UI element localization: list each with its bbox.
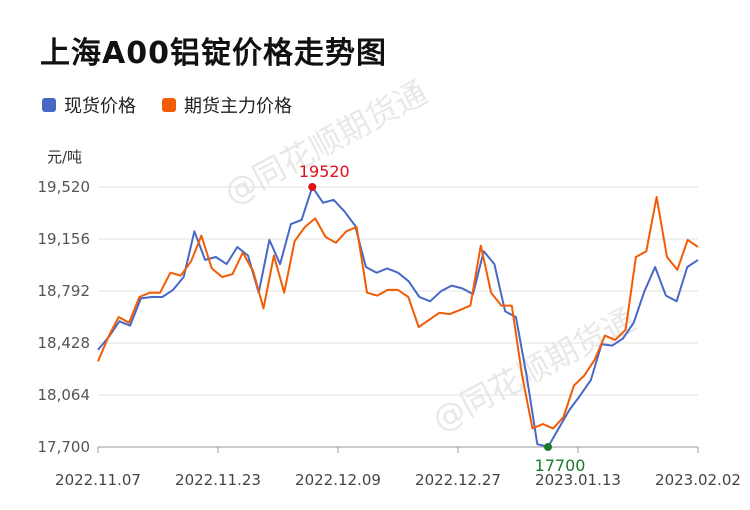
series-line-futures xyxy=(97,196,699,430)
min-point-label: 17700 xyxy=(535,456,586,475)
y-tick-label: 19,156 xyxy=(38,230,91,248)
legend-swatch-spot xyxy=(42,98,56,112)
max-point-label: 19520 xyxy=(299,162,350,181)
y-tick-label: 18,792 xyxy=(38,282,91,300)
legend: 现货价格 期货主力价格 xyxy=(42,92,318,118)
max-point-marker xyxy=(308,183,317,191)
watermark: @同花顺期货通 xyxy=(218,73,434,212)
x-tick-label: 2023.01.13 xyxy=(535,471,621,489)
chart-title: 上海A00铝锭价格走势图 xyxy=(40,36,387,71)
y-axis-unit-label: 元/吨 xyxy=(47,148,83,166)
legend-item-spot[interactable]: 现货价格 xyxy=(42,92,136,118)
legend-item-futures[interactable]: 期货主力价格 xyxy=(162,92,292,118)
min-point-marker xyxy=(544,443,552,451)
x-tick-label: 2023.02.02 xyxy=(655,471,741,489)
x-tick-label: 2022.11.23 xyxy=(175,471,261,489)
y-tick-label: 18,428 xyxy=(38,334,91,352)
legend-label-futures: 期货主力价格 xyxy=(184,96,292,117)
legend-swatch-futures xyxy=(162,98,176,112)
legend-label-spot: 现货价格 xyxy=(64,96,136,117)
y-tick-label: 19,520 xyxy=(38,178,91,196)
x-tick-label: 2022.12.27 xyxy=(415,471,501,489)
x-tick-label: 2022.11.07 xyxy=(55,471,141,489)
series-line-spot xyxy=(97,186,699,448)
y-tick-label: 18,064 xyxy=(38,386,91,404)
y-tick-label: 17,700 xyxy=(38,438,91,456)
x-tick-label: 2022.12.09 xyxy=(295,471,381,489)
